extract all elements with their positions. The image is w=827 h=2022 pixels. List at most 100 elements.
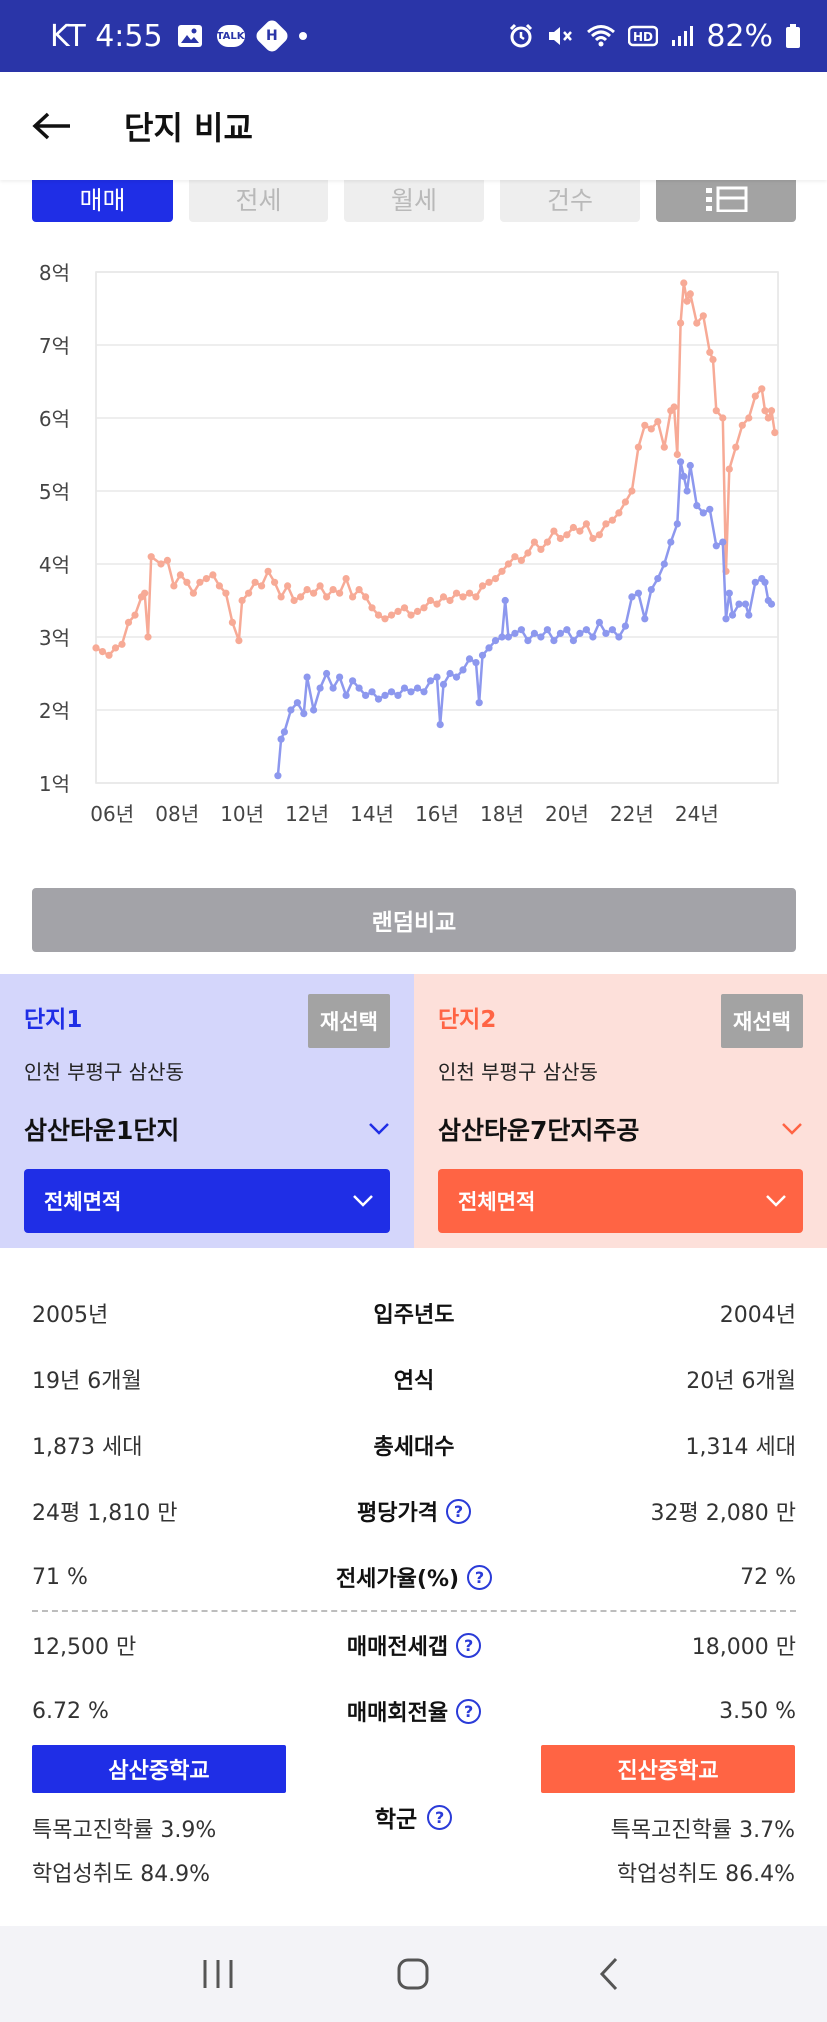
complex2-panel: 단지2 재선택 인천 부평구 삼산동 삼산타운7단지주공 전체면적 (414, 974, 827, 1248)
complex1-area-select[interactable]: 전체면적 (24, 1169, 390, 1233)
data-point (374, 611, 383, 619)
data-point (472, 593, 480, 601)
tab-jeonse[interactable]: 전세 (189, 180, 328, 222)
complex2-school-badge[interactable]: 진산중학교 (541, 1745, 795, 1793)
data-point (478, 582, 487, 590)
tab-sale[interactable]: 매매 (32, 180, 173, 222)
tab-count[interactable]: 건수 (500, 180, 640, 222)
data-point (92, 644, 100, 652)
data-point (677, 319, 685, 327)
complex2-name-selector[interactable]: 삼산타운7단지주공 (438, 1111, 803, 1147)
complex2-reselect-button[interactable]: 재선택 (721, 994, 803, 1048)
x-tick-label: 08년 (155, 802, 199, 826)
data-point (693, 502, 701, 510)
data-point (543, 626, 552, 634)
data-point (381, 691, 389, 699)
recent-apps-button[interactable] (188, 1944, 248, 2004)
data-point (767, 407, 776, 415)
dashed-divider (32, 1610, 796, 1612)
complex2-value: 2004년 (719, 1303, 796, 1328)
data-point (413, 607, 422, 615)
data-point (517, 556, 526, 564)
data-point (303, 673, 311, 681)
data-point (387, 688, 396, 696)
complex2-area-select[interactable]: 전체면적 (438, 1169, 803, 1233)
help-icon[interactable]: ? (456, 1698, 482, 1724)
data-point (323, 669, 331, 678)
data-point (686, 290, 694, 298)
data-point (524, 637, 532, 645)
data-point (452, 589, 461, 597)
y-tick-label: 2억 (39, 699, 70, 723)
data-point (686, 461, 694, 470)
complex1-school-badge[interactable]: 삼산중학교 (32, 1745, 286, 1793)
y-tick-label: 1억 (39, 772, 70, 796)
kakaotalk-icon: TALK (216, 25, 245, 47)
hd-icon: HD (628, 24, 659, 48)
series-line-1 (95, 282, 777, 657)
data-point (751, 578, 759, 586)
data-point (310, 706, 318, 714)
price-chart: 8억 7억 6억 5억 4억 3억 2억 1억 06년 08년 10년 12년 14년 16년 18년 20년… (0, 240, 827, 840)
complex1-name-selector[interactable]: 삼산타운1단지 (24, 1111, 390, 1147)
help-icon[interactable]: ? (467, 1564, 493, 1590)
data-point (725, 589, 733, 597)
complex2-header: 단지2 (438, 1007, 497, 1033)
chevron-down-icon (766, 1195, 786, 1207)
tab-monthly-rent[interactable]: 월세 (344, 180, 484, 222)
data-point (98, 648, 107, 656)
data-point (465, 589, 474, 597)
data-point (196, 578, 204, 586)
data-point (362, 593, 370, 601)
data-point (387, 611, 396, 619)
data-point (621, 498, 630, 506)
help-icon[interactable]: ? (427, 1804, 453, 1830)
random-compare-button[interactable]: 랜덤비교 (32, 888, 796, 952)
data-point (277, 735, 285, 743)
data-point (209, 571, 217, 579)
data-point (595, 618, 604, 626)
y-tick-label: 4억 (39, 553, 70, 577)
back-button[interactable] (579, 1944, 639, 2004)
complex1-value: 2005년 (32, 1303, 109, 1328)
data-point (336, 673, 344, 681)
data-point (284, 582, 292, 590)
back-arrow-icon[interactable] (32, 111, 72, 141)
data-point (621, 622, 630, 630)
complex1-header: 단지1 (24, 1007, 83, 1033)
mute-icon (546, 23, 574, 49)
complex1-achievement: 학업성취도 84.9% (32, 1862, 211, 1887)
data-point (767, 600, 776, 608)
data-point (144, 633, 152, 641)
help-icon[interactable]: ? (456, 1632, 482, 1658)
comparison-row-turnover-rate: 6.72 % 매매회전율? 3.50 % (32, 1678, 796, 1744)
data-point (111, 644, 120, 652)
data-point (176, 571, 184, 579)
data-point (426, 677, 435, 685)
carrier-time: KT 4:55 (50, 18, 163, 54)
comparison-row-sale-jeonse-gap: 12,500 만 매매전세갭? 18,000 만 (32, 1612, 796, 1678)
x-tick-label: 12년 (285, 802, 329, 826)
data-point (439, 593, 448, 601)
complex2-value: 20년 6개월 (686, 1369, 796, 1394)
data-point (420, 688, 428, 696)
data-point (264, 567, 272, 575)
data-point (202, 575, 210, 583)
y-tick-label: 3억 (39, 626, 70, 650)
data-point (459, 593, 467, 601)
data-point (511, 629, 519, 637)
data-point (336, 589, 344, 597)
tab-list-view[interactable] (656, 180, 796, 222)
complex1-panel: 단지1 재선택 인천 부평구 삼산동 삼산타운1단지 전체면적 (0, 974, 414, 1248)
data-point (709, 356, 717, 364)
data-point (124, 618, 133, 626)
help-icon[interactable]: ? (445, 1498, 471, 1524)
data-point (147, 553, 155, 561)
data-point (475, 699, 483, 707)
complex1-reselect-button[interactable]: 재선택 (308, 994, 390, 1048)
data-point (556, 629, 565, 637)
home-button[interactable] (383, 1944, 443, 2004)
data-point (680, 279, 688, 287)
data-point (741, 600, 750, 608)
comparison-row-move-in-year: 2005년 입주년도 2004년 (32, 1280, 796, 1346)
